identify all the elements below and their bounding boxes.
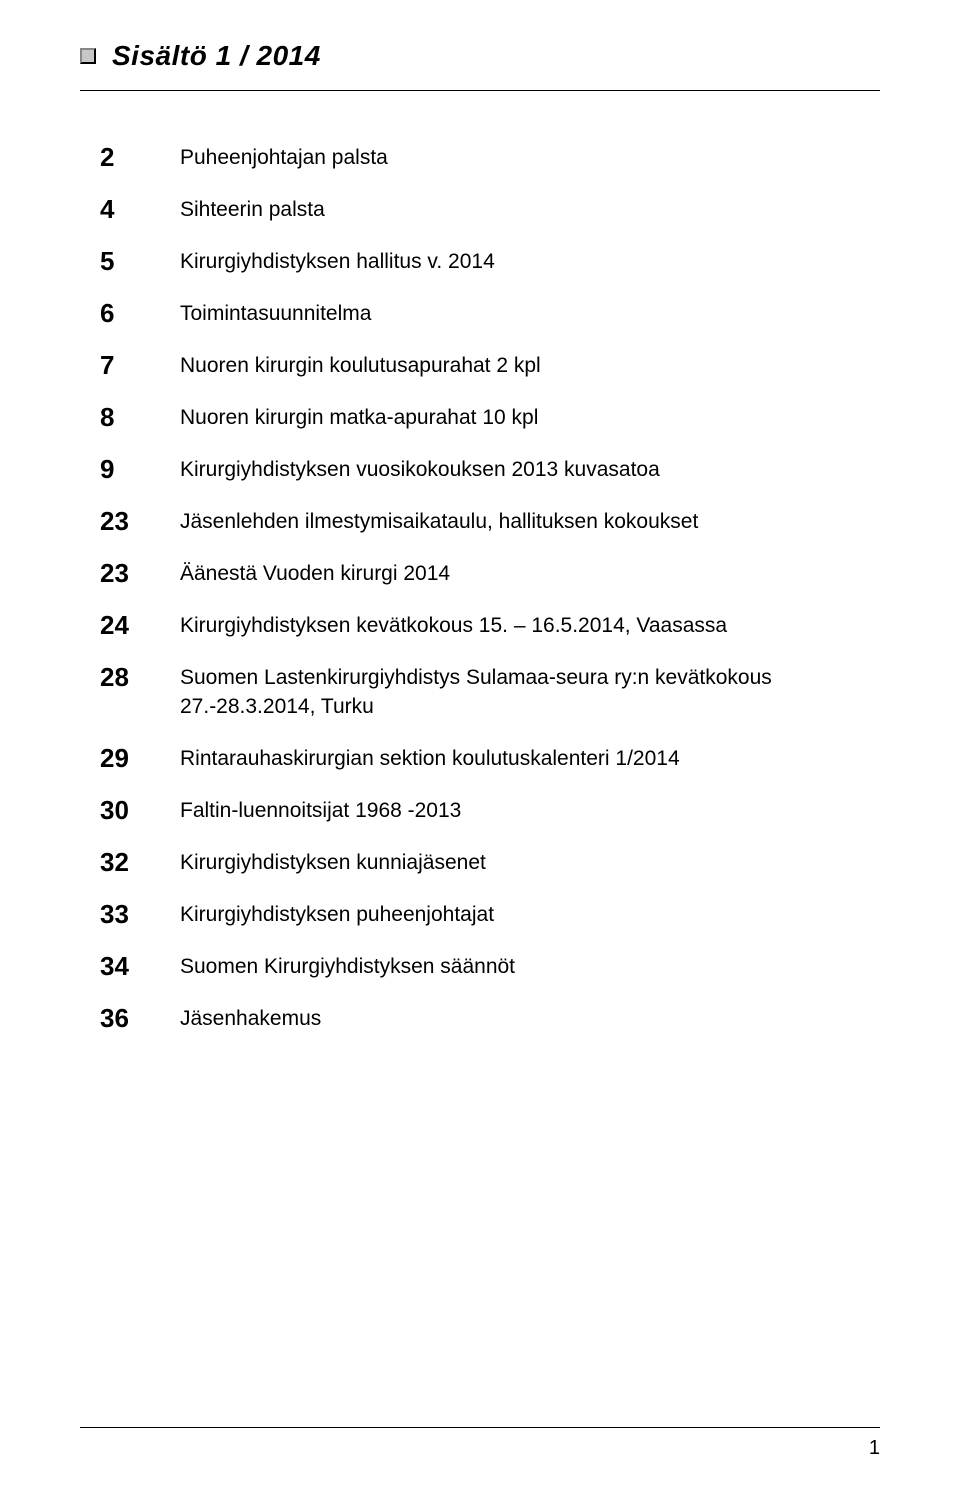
toc-entry-text: Kirurgiyhdistyksen puheenjohtajat — [180, 898, 494, 930]
toc-row: 34 Suomen Kirurgiyhdistyksen säännöt — [100, 950, 880, 982]
toc-row: 24 Kirurgiyhdistyksen kevätkokous 15. – … — [100, 609, 880, 641]
toc-entry-text: Nuoren kirurgin koulutusapurahat 2 kpl — [180, 349, 541, 381]
toc-page-number: 32 — [100, 846, 180, 878]
toc-entry-text: Jäsenhakemus — [180, 1002, 321, 1034]
toc-page-number: 8 — [100, 401, 180, 433]
header: Sisältö 1 / 2014 — [80, 40, 880, 72]
toc-row: 23 Äänestä Vuoden kirurgi 2014 — [100, 557, 880, 589]
toc-row: 29 Rintarauhaskirurgian sektion koulutus… — [100, 742, 880, 774]
toc-page-number: 7 — [100, 349, 180, 381]
footer-divider — [80, 1427, 880, 1428]
toc-row: 5 Kirurgiyhdistyksen hallitus v. 2014 — [100, 245, 880, 277]
toc-entry-text: Jäsenlehden ilmestymisaikataulu, hallitu… — [180, 505, 698, 537]
toc-entry-text: Sihteerin palsta — [180, 193, 325, 225]
toc-page-number: 28 — [100, 661, 180, 693]
toc-row: 6 Toimintasuunnitelma — [100, 297, 880, 329]
toc-row: 28 Suomen Lastenkirurgiyhdistys Sulamaa-… — [100, 661, 880, 722]
toc-row: 7 Nuoren kirurgin koulutusapurahat 2 kpl — [100, 349, 880, 381]
header-title: Sisältö 1 / 2014 — [112, 40, 321, 72]
toc-entry-text: Toimintasuunnitelma — [180, 297, 371, 329]
toc-page-number: 6 — [100, 297, 180, 329]
toc-page-number: 23 — [100, 557, 180, 589]
toc-row: 2 Puheenjohtajan palsta — [100, 141, 880, 173]
toc-page-number: 24 — [100, 609, 180, 641]
toc-entry-text: Kirurgiyhdistyksen kevätkokous 15. – 16.… — [180, 609, 727, 641]
toc-row: 30 Faltin-luennoitsijat 1968 -2013 — [100, 794, 880, 826]
toc-entry-text: Kirurgiyhdistyksen vuosikokouksen 2013 k… — [180, 453, 660, 485]
toc-entry-text: Faltin-luennoitsijat 1968 -2013 — [180, 794, 461, 826]
header-divider — [80, 90, 880, 91]
toc-page-number: 36 — [100, 1002, 180, 1034]
toc-row: 23 Jäsenlehden ilmestymisaikataulu, hall… — [100, 505, 880, 537]
toc-row: 4 Sihteerin palsta — [100, 193, 880, 225]
header-marker-icon — [80, 48, 96, 64]
toc-page-number: 34 — [100, 950, 180, 982]
toc-entry-text: Suomen Lastenkirurgiyhdistys Sulamaa-seu… — [180, 661, 880, 722]
toc-page-number: 30 — [100, 794, 180, 826]
toc-row: 9 Kirurgiyhdistyksen vuosikokouksen 2013… — [100, 453, 880, 485]
toc-entry-text: Äänestä Vuoden kirurgi 2014 — [180, 557, 450, 589]
toc-page-number: 23 — [100, 505, 180, 537]
toc-entry-text: Nuoren kirurgin matka-apurahat 10 kpl — [180, 401, 538, 433]
toc-page-number: 5 — [100, 245, 180, 277]
toc-entry-text: Rintarauhaskirurgian sektion koulutuskal… — [180, 742, 680, 774]
toc-page-number: 4 — [100, 193, 180, 225]
page-number: 1 — [869, 1437, 880, 1460]
toc-entry-text: Kirurgiyhdistyksen hallitus v. 2014 — [180, 245, 495, 277]
toc-page-number: 29 — [100, 742, 180, 774]
toc-row: 8 Nuoren kirurgin matka-apurahat 10 kpl — [100, 401, 880, 433]
toc-page-number: 33 — [100, 898, 180, 930]
table-of-contents: 2 Puheenjohtajan palsta 4 Sihteerin pals… — [80, 141, 880, 1034]
toc-entry-text: Kirurgiyhdistyksen kunniajäsenet — [180, 846, 486, 878]
toc-row: 36 Jäsenhakemus — [100, 1002, 880, 1034]
toc-row: 33 Kirurgiyhdistyksen puheenjohtajat — [100, 898, 880, 930]
toc-page-number: 9 — [100, 453, 180, 485]
toc-row: 32 Kirurgiyhdistyksen kunniajäsenet — [100, 846, 880, 878]
toc-entry-text: Puheenjohtajan palsta — [180, 141, 388, 173]
toc-page-number: 2 — [100, 141, 180, 173]
toc-entry-text: Suomen Kirurgiyhdistyksen säännöt — [180, 950, 515, 982]
